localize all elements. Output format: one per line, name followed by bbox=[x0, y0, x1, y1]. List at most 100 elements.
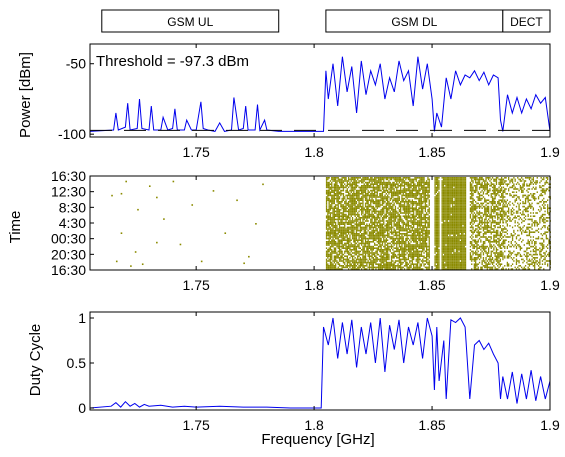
occupancy-dot bbox=[444, 258, 446, 261]
occupancy-dot bbox=[449, 201, 451, 203]
occupancy-dot bbox=[368, 197, 371, 200]
occupancy-dot bbox=[333, 229, 335, 232]
occupancy-dot bbox=[351, 199, 354, 201]
occupancy-dot bbox=[372, 186, 374, 189]
occupancy-dot bbox=[449, 229, 451, 232]
occupancy-dot bbox=[435, 210, 438, 213]
occupancy-dot bbox=[454, 213, 456, 216]
occupancy-dot bbox=[329, 183, 332, 185]
occupancy-dot bbox=[455, 199, 458, 201]
occupancy-dot bbox=[424, 194, 426, 197]
occupancy-dot bbox=[398, 229, 400, 232]
occupancy-dot bbox=[393, 197, 395, 200]
occupancy-dot bbox=[342, 217, 345, 219]
occupancy-dot bbox=[376, 253, 378, 256]
occupancy-dot bbox=[446, 226, 448, 229]
occupancy-dot bbox=[340, 236, 342, 238]
occupancy-dot bbox=[453, 261, 455, 264]
occupancy-dot bbox=[363, 242, 365, 245]
occupancy-dot bbox=[362, 223, 364, 225]
occupancy-dot bbox=[386, 265, 389, 267]
occupancy-dot bbox=[362, 239, 364, 241]
occupancy-dot bbox=[389, 212, 391, 214]
occupancy-dot bbox=[464, 199, 467, 201]
occupancy-dot bbox=[425, 228, 428, 230]
occupancy-dot bbox=[416, 220, 419, 222]
occupancy-dot bbox=[453, 245, 455, 248]
occupancy-dot bbox=[435, 231, 438, 233]
occupancy-dot bbox=[327, 241, 329, 243]
occupancy-dot bbox=[471, 177, 473, 179]
occupancy-dot bbox=[422, 255, 424, 257]
occupancy-dot bbox=[451, 194, 454, 197]
occupancy-dot bbox=[345, 218, 347, 221]
occupancy-dot bbox=[457, 213, 459, 216]
occupancy-dot bbox=[340, 229, 342, 232]
occupancy-dot bbox=[376, 266, 378, 269]
occupancy-dot bbox=[442, 228, 445, 230]
occupancy-dot bbox=[334, 178, 337, 181]
occupancy-dot bbox=[472, 252, 474, 254]
occupancy-dot bbox=[341, 252, 343, 254]
occupancy-dot bbox=[423, 213, 425, 216]
occupancy-dot bbox=[394, 185, 397, 187]
occupancy-dot bbox=[345, 215, 347, 217]
occupancy-dot bbox=[463, 207, 465, 209]
occupancy-dot bbox=[364, 196, 367, 198]
occupancy-dot bbox=[420, 265, 423, 267]
occupancy-dot bbox=[328, 181, 330, 184]
occupancy-dot bbox=[399, 205, 402, 208]
occupancy-dot bbox=[341, 236, 343, 238]
occupancy-dot bbox=[389, 237, 391, 240]
threshold-annotation: Threshold = -97.3 dBm bbox=[96, 53, 249, 70]
occupancy-dot bbox=[471, 209, 473, 211]
occupancy-dot bbox=[441, 223, 443, 225]
occupancy-dot bbox=[376, 258, 378, 261]
occupancy-dot bbox=[403, 252, 406, 254]
occupancy-dot bbox=[340, 250, 342, 253]
occupancy-dot bbox=[427, 185, 429, 187]
occupancy-dot bbox=[325, 186, 328, 189]
occupancy-dot bbox=[360, 180, 363, 182]
occupancy-dot bbox=[457, 241, 459, 243]
occupancy-dot bbox=[392, 266, 394, 269]
occupancy-dot bbox=[462, 252, 464, 254]
occupancy-dot bbox=[419, 223, 421, 225]
occupancy-dot bbox=[405, 247, 407, 249]
occupancy-dot bbox=[458, 233, 460, 235]
occupancy-dot bbox=[424, 189, 426, 192]
occupancy-dot bbox=[347, 237, 350, 240]
occupancy-dot bbox=[415, 178, 417, 181]
occupancy-dot bbox=[390, 263, 393, 265]
occupancy-dot bbox=[372, 189, 374, 192]
occupancy-dot bbox=[363, 233, 365, 235]
occupancy-dot bbox=[424, 197, 426, 200]
occupancy-dot bbox=[462, 207, 464, 209]
occupancy-dot bbox=[375, 221, 377, 224]
occupancy-dot bbox=[371, 266, 373, 269]
occupancy-dot bbox=[427, 231, 429, 233]
occupancy-dot bbox=[412, 250, 415, 253]
occupancy-dot bbox=[435, 266, 438, 269]
occupancy-dot bbox=[358, 245, 360, 248]
occupancy-dot bbox=[447, 180, 450, 182]
occupancy-dot bbox=[454, 181, 456, 184]
occupancy-dot bbox=[410, 196, 412, 198]
occupancy-dot bbox=[394, 234, 397, 237]
occupancy-dot bbox=[449, 215, 451, 217]
occupancy-dot bbox=[383, 239, 385, 241]
occupancy-dot bbox=[373, 218, 376, 221]
occupancy-dot bbox=[420, 209, 423, 211]
occupancy-dot bbox=[469, 226, 472, 229]
occupancy-dot bbox=[455, 218, 458, 221]
occupancy-dot bbox=[329, 263, 332, 265]
occupancy-dot bbox=[462, 194, 464, 197]
occupancy-dot bbox=[329, 249, 332, 251]
occupancy-dot bbox=[412, 229, 415, 232]
occupancy-dot bbox=[407, 181, 410, 184]
occupancy-dot bbox=[447, 250, 450, 253]
occupancy-dot bbox=[383, 266, 385, 269]
occupancy-dot bbox=[403, 191, 406, 193]
occupancy-dot bbox=[474, 241, 477, 243]
occupancy-dot bbox=[403, 268, 406, 270]
